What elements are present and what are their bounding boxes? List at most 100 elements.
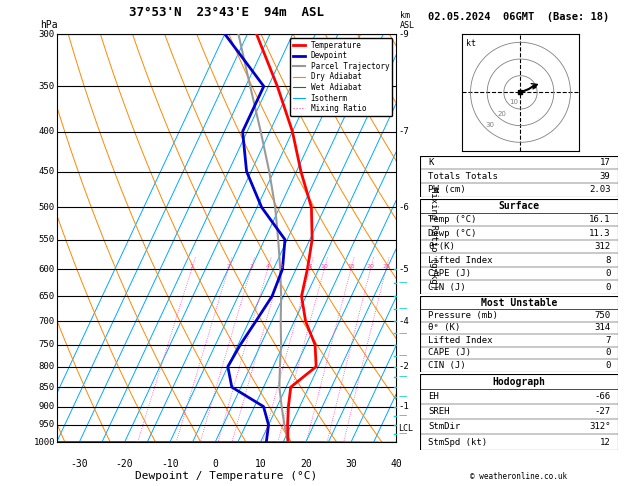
- Text: -27: -27: [594, 407, 610, 417]
- Text: Mixing Ratio (g/kg): Mixing Ratio (g/kg): [429, 187, 438, 289]
- Text: -5: -5: [398, 264, 409, 274]
- Text: Surface: Surface: [499, 201, 540, 211]
- Text: 5: 5: [279, 264, 283, 269]
- Text: 600: 600: [39, 264, 55, 274]
- Text: 20: 20: [367, 264, 374, 269]
- Text: 10: 10: [320, 264, 328, 269]
- Text: 16.1: 16.1: [589, 215, 610, 224]
- Text: 8: 8: [605, 256, 610, 265]
- Text: 650: 650: [39, 292, 55, 301]
- Text: -6: -6: [398, 203, 409, 212]
- Text: 0: 0: [605, 361, 610, 370]
- Text: CIN (J): CIN (J): [428, 361, 465, 370]
- Text: 312: 312: [594, 242, 610, 251]
- Text: Dewp (°C): Dewp (°C): [428, 228, 477, 238]
- Text: 0: 0: [605, 348, 610, 358]
- Text: -30: -30: [70, 459, 88, 469]
- Text: 1: 1: [190, 264, 194, 269]
- Text: StmSpd (kt): StmSpd (kt): [428, 437, 487, 447]
- Text: θᵉ (K): θᵉ (K): [428, 323, 460, 332]
- Text: Totals Totals: Totals Totals: [428, 172, 498, 181]
- Text: kt: kt: [465, 39, 476, 48]
- Text: 350: 350: [39, 82, 55, 91]
- Text: CIN (J): CIN (J): [428, 283, 465, 292]
- Text: -66: -66: [594, 392, 610, 401]
- Text: 2.03: 2.03: [589, 186, 610, 194]
- Text: —: —: [398, 305, 406, 313]
- Text: 17: 17: [599, 158, 610, 167]
- Text: 400: 400: [39, 127, 55, 136]
- Text: -20: -20: [116, 459, 133, 469]
- Text: StmDir: StmDir: [428, 422, 460, 432]
- Text: —: —: [398, 429, 406, 438]
- Text: 39: 39: [599, 172, 610, 181]
- Text: 550: 550: [39, 235, 55, 244]
- Text: K: K: [428, 158, 433, 167]
- Text: 700: 700: [39, 317, 55, 326]
- Text: 900: 900: [39, 402, 55, 411]
- Text: 2: 2: [226, 264, 230, 269]
- Text: 30: 30: [486, 122, 494, 128]
- Text: © weatheronline.co.uk: © weatheronline.co.uk: [470, 472, 567, 481]
- Text: 3: 3: [249, 264, 253, 269]
- Text: —: —: [398, 393, 406, 401]
- Text: 314: 314: [594, 323, 610, 332]
- Text: 0: 0: [605, 283, 610, 292]
- Text: 10: 10: [255, 459, 266, 469]
- Text: -9: -9: [398, 30, 409, 38]
- Text: SREH: SREH: [428, 407, 450, 417]
- Text: 950: 950: [39, 420, 55, 429]
- Text: hPa: hPa: [40, 20, 57, 30]
- Text: 312°: 312°: [589, 422, 610, 432]
- Legend: Temperature, Dewpoint, Parcel Trajectory, Dry Adiabat, Wet Adiabat, Isotherm, Mi: Temperature, Dewpoint, Parcel Trajectory…: [290, 38, 392, 116]
- Text: 10: 10: [509, 99, 518, 105]
- Text: 800: 800: [39, 362, 55, 371]
- Text: PW (cm): PW (cm): [428, 186, 465, 194]
- Text: 500: 500: [39, 203, 55, 212]
- Text: 40: 40: [391, 459, 402, 469]
- Text: —: —: [398, 411, 406, 420]
- Text: Lifted Index: Lifted Index: [428, 336, 493, 345]
- Text: 20: 20: [497, 111, 506, 117]
- Text: Hodograph: Hodograph: [493, 377, 546, 387]
- Text: 450: 450: [39, 167, 55, 176]
- Text: LCL: LCL: [398, 424, 413, 433]
- Text: -2: -2: [398, 362, 409, 371]
- Text: 0: 0: [212, 459, 218, 469]
- Text: 25: 25: [382, 264, 390, 269]
- Text: 1000: 1000: [33, 438, 55, 447]
- Text: -7: -7: [398, 127, 409, 136]
- Text: CAPE (J): CAPE (J): [428, 348, 471, 358]
- Text: 850: 850: [39, 382, 55, 392]
- Text: EH: EH: [428, 392, 439, 401]
- Text: —: —: [398, 351, 406, 360]
- Text: 4: 4: [265, 264, 270, 269]
- Text: —: —: [398, 373, 406, 382]
- Text: 300: 300: [39, 30, 55, 38]
- Text: Most Unstable: Most Unstable: [481, 298, 557, 308]
- Text: Pressure (mb): Pressure (mb): [428, 311, 498, 320]
- Text: Dewpoint / Temperature (°C): Dewpoint / Temperature (°C): [135, 471, 318, 481]
- Text: Temp (°C): Temp (°C): [428, 215, 477, 224]
- Text: Lifted Index: Lifted Index: [428, 256, 493, 265]
- Text: 750: 750: [39, 340, 55, 349]
- Text: —: —: [398, 278, 406, 287]
- Text: km
ASL: km ASL: [399, 11, 415, 30]
- Text: 37°53'N  23°43'E  94m  ASL: 37°53'N 23°43'E 94m ASL: [129, 6, 324, 19]
- Text: -4: -4: [398, 317, 409, 326]
- Text: 11.3: 11.3: [589, 228, 610, 238]
- Text: 750: 750: [594, 311, 610, 320]
- Text: -1: -1: [398, 402, 409, 411]
- Text: CAPE (J): CAPE (J): [428, 269, 471, 278]
- Text: 30: 30: [345, 459, 357, 469]
- Text: 0: 0: [605, 269, 610, 278]
- Text: —: —: [398, 329, 406, 338]
- Text: θᵉ(K): θᵉ(K): [428, 242, 455, 251]
- Text: 15: 15: [347, 264, 355, 269]
- Text: 7: 7: [605, 336, 610, 345]
- Text: 02.05.2024  06GMT  (Base: 18): 02.05.2024 06GMT (Base: 18): [428, 12, 610, 22]
- Text: -10: -10: [161, 459, 179, 469]
- Text: 8: 8: [308, 264, 312, 269]
- Text: 12: 12: [599, 437, 610, 447]
- Text: 20: 20: [300, 459, 311, 469]
